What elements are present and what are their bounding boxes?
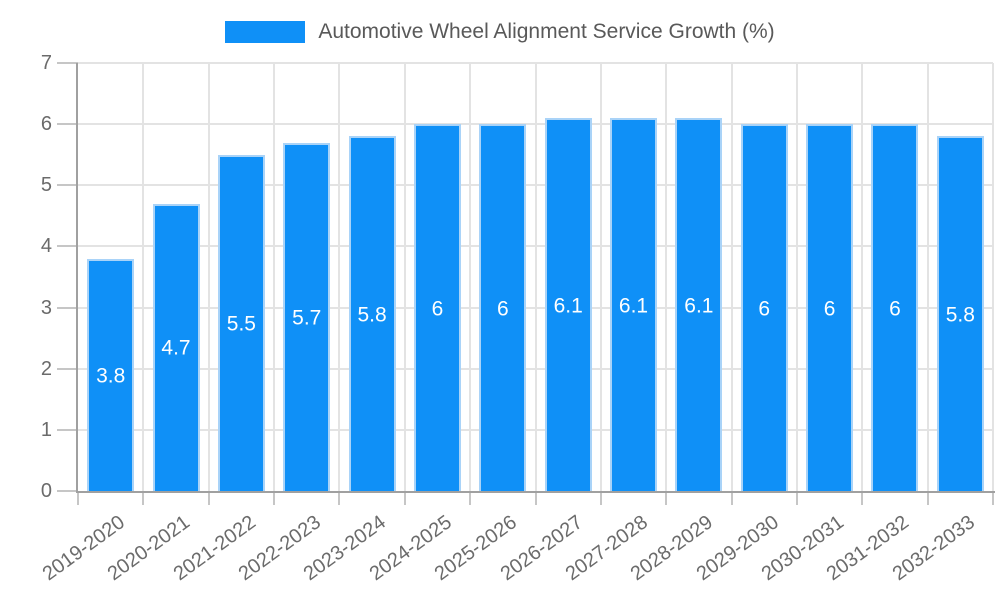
bar-value-label: 6 <box>823 297 836 321</box>
x-axis-tick <box>338 493 341 505</box>
legend-swatch <box>225 21 306 43</box>
x-axis-tick <box>730 493 733 505</box>
gridline-vertical <box>861 63 864 491</box>
bar-value-label: 3.8 <box>96 364 126 388</box>
y-axis-tick-label: 6 <box>40 113 52 136</box>
gridline-vertical <box>730 63 733 491</box>
gridline-vertical <box>665 63 668 491</box>
bar-value-label: 6 <box>496 297 509 321</box>
gridline-vertical <box>599 63 602 491</box>
x-axis-tick <box>273 493 276 505</box>
y-axis-tick <box>57 62 78 64</box>
x-axis-tick <box>992 493 994 505</box>
legend[interactable]: Automotive Wheel Alignment Service Growt… <box>0 18 1000 46</box>
y-axis-line <box>76 63 78 493</box>
bar-value-label: 6.1 <box>553 294 583 318</box>
y-axis-tick-label: 0 <box>40 480 52 502</box>
x-axis-tick <box>403 493 406 505</box>
y-axis-tick <box>57 490 78 492</box>
bar-value-label: 6 <box>431 297 444 321</box>
y-axis-tick <box>57 428 78 431</box>
bar: 6.1 <box>544 118 592 491</box>
x-axis-tick <box>795 493 798 505</box>
x-axis-tick <box>861 493 864 505</box>
gridline-vertical <box>403 63 406 491</box>
bar: 6.1 <box>675 118 723 491</box>
bar: 5.8 <box>348 136 396 491</box>
gridline-vertical <box>992 63 994 491</box>
gridline-vertical <box>273 63 276 491</box>
bar-value-label: 4.7 <box>161 336 191 360</box>
bar: 6 <box>806 124 854 491</box>
plot-area: 3.8 4.7 5.5 5.7 5.8 6 6 6.1 6.1 6.1 6 6 6 5.8 <box>78 62 994 491</box>
bar-value-label: 5.5 <box>226 312 256 336</box>
gridline-vertical <box>926 63 929 491</box>
x-axis-tick <box>142 493 145 505</box>
bar-value-label: 6.1 <box>684 294 714 318</box>
bar-value-label: 5.8 <box>357 303 387 327</box>
bar-value-label: 5.8 <box>945 303 975 327</box>
bar: 5.7 <box>283 142 331 491</box>
y-axis-tick <box>57 184 78 187</box>
gridline-vertical <box>142 63 145 491</box>
y-axis-tick-label: 2 <box>40 357 52 380</box>
bar-value-label: 6 <box>889 297 901 321</box>
legend-label: Automotive Wheel Alignment Service Growt… <box>318 20 775 43</box>
y-axis-tick-label: 1 <box>40 418 52 441</box>
bar: 3.8 <box>87 258 135 491</box>
x-axis-tick <box>469 493 472 505</box>
bar-value-label: 5.7 <box>292 306 322 330</box>
gridline-vertical <box>795 63 798 491</box>
bar: 6 <box>413 124 461 491</box>
y-axis-tick-label: 3 <box>40 296 52 319</box>
x-axis-line <box>76 491 995 493</box>
bar: 6 <box>740 124 788 491</box>
x-axis-tick <box>207 493 210 505</box>
x-axis-tick <box>77 493 79 505</box>
x-axis-tick <box>926 493 929 505</box>
gridline-vertical <box>338 63 341 491</box>
y-axis-tick-label: 7 <box>40 52 52 74</box>
gridline-vertical <box>469 63 472 491</box>
bar: 4.7 <box>152 203 200 491</box>
x-axis-tick <box>599 493 602 505</box>
y-axis-tick <box>57 367 78 370</box>
y-axis-tick <box>57 306 78 309</box>
bar: 6 <box>479 124 527 491</box>
bar-value-label: 6.1 <box>618 294 649 318</box>
bar: 6.1 <box>610 118 658 491</box>
gridline-vertical <box>207 63 210 491</box>
y-axis-tick <box>57 245 78 248</box>
x-axis-tick <box>665 493 668 505</box>
bar: 5.5 <box>217 154 265 491</box>
y-axis-tick-label: 5 <box>40 174 52 197</box>
y-axis-tick-label: 4 <box>40 235 52 258</box>
x-axis-tick <box>534 493 537 505</box>
bar-value-label: 6 <box>758 297 771 321</box>
y-axis-tick <box>57 123 78 126</box>
bar: 5.8 <box>936 136 984 491</box>
gridline-vertical <box>534 63 537 491</box>
bar: 6 <box>871 124 919 491</box>
